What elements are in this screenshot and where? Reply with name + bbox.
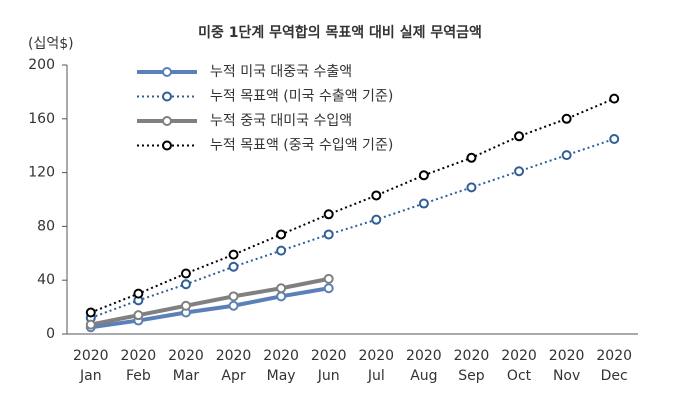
series-line	[90, 138, 615, 319]
x-tick-label: 2020 May	[263, 348, 299, 384]
point-marker	[85, 319, 96, 330]
point-marker	[276, 229, 287, 240]
point-marker	[85, 307, 96, 318]
y-tick-label: 0	[46, 326, 55, 342]
point-marker	[466, 182, 477, 193]
x-tick-label: 2020 Sep	[453, 348, 490, 384]
y-tick-label: 80	[37, 218, 55, 234]
legend-label: 누적 중국 대미국 수입액	[210, 113, 352, 129]
y-tick-label: 120	[28, 165, 55, 181]
x-tick-label: 2020 Aug	[406, 348, 442, 384]
x-tick-label: 2020 Apr	[215, 348, 252, 384]
legend-label: 누적 목표액 (중국 수입액 기준)	[210, 138, 393, 154]
y-axis-label: (십억$)	[28, 36, 74, 52]
point-marker	[323, 229, 334, 240]
x-tick-label: 2020 Jan	[72, 348, 109, 384]
series-line	[90, 286, 330, 330]
point-marker	[228, 291, 239, 302]
point-marker	[418, 198, 429, 209]
point-marker	[180, 268, 191, 279]
legend-label: 누적 미국 대중국 수출액	[210, 64, 352, 80]
point-marker	[323, 209, 334, 220]
series-line	[90, 97, 615, 314]
point-marker	[133, 288, 144, 299]
y-tick-label: 40	[37, 272, 55, 288]
point-marker	[323, 283, 334, 294]
y-tick-label: 160	[28, 111, 55, 127]
point-marker	[228, 261, 239, 272]
chart-title: 미중 1단계 무역합의 목표액 대비 실제 무역금액	[198, 24, 482, 41]
legend-marker	[162, 67, 172, 77]
x-tick-label: 2020 Jun	[310, 348, 347, 384]
x-tick-label: 2020 Nov	[548, 348, 585, 384]
point-marker	[180, 300, 191, 311]
point-marker	[561, 113, 572, 124]
point-marker	[609, 133, 620, 144]
point-marker	[514, 166, 525, 177]
x-tick-label: 2020 Oct	[501, 348, 537, 384]
point-marker	[466, 152, 477, 163]
point-marker	[228, 249, 239, 260]
legend-marker	[162, 116, 172, 126]
legend-marker	[162, 140, 172, 151]
point-marker	[609, 93, 620, 104]
point-marker	[323, 273, 334, 284]
x-tick-label: 2020 Feb	[120, 348, 157, 384]
point-marker	[418, 170, 429, 181]
x-tick-label: 2020 Jul	[358, 348, 395, 384]
point-marker	[276, 245, 287, 256]
legend-label: 누적 목표액 (미국 수출액 기준)	[210, 89, 393, 105]
y-tick-label: 200	[28, 57, 55, 73]
point-marker	[371, 214, 382, 225]
point-marker	[276, 283, 287, 294]
x-tick-label: 2020 Dec	[596, 348, 633, 384]
point-marker	[228, 300, 239, 311]
point-marker	[514, 131, 525, 142]
point-marker	[180, 279, 191, 290]
legend-marker	[162, 91, 172, 102]
point-marker	[371, 190, 382, 201]
point-marker	[561, 150, 572, 161]
series-line	[90, 276, 330, 327]
point-marker	[276, 291, 287, 302]
x-tick-label: 2020 Mar	[168, 348, 204, 384]
point-marker	[133, 310, 144, 321]
